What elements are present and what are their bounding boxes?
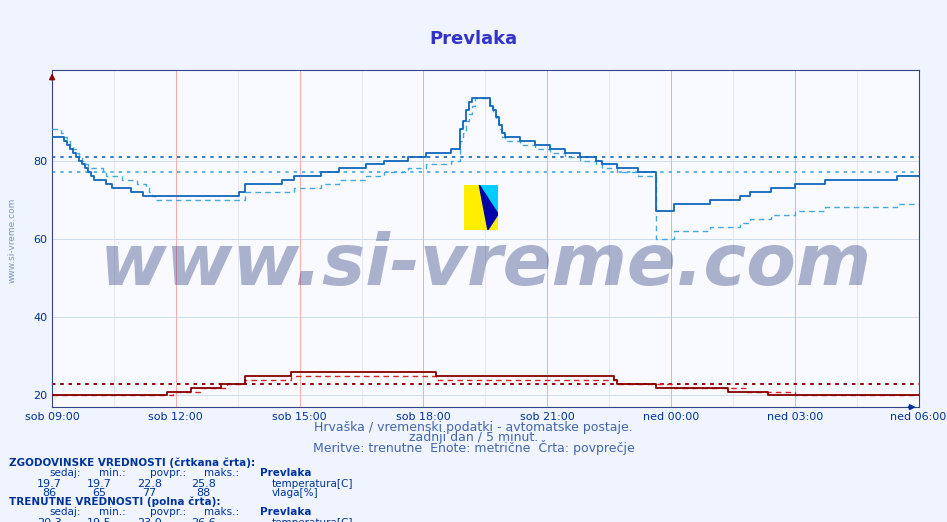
Text: www.si-vreme.com: www.si-vreme.com xyxy=(99,231,871,300)
Text: 65: 65 xyxy=(93,488,106,498)
Text: povpr.:: povpr.: xyxy=(150,507,186,517)
Text: Prevlaka: Prevlaka xyxy=(260,507,312,517)
Text: min.:: min.: xyxy=(99,507,126,517)
Text: sedaj:: sedaj: xyxy=(49,468,80,478)
Text: vlaga[%]: vlaga[%] xyxy=(272,488,318,498)
Text: povpr.:: povpr.: xyxy=(150,468,186,478)
Text: 20.3: 20.3 xyxy=(37,518,62,522)
Text: temperatura[C]: temperatura[C] xyxy=(272,479,353,489)
Text: 25.8: 25.8 xyxy=(191,479,216,489)
Text: ZGODOVINSKE VREDNOSTI (črtkana črta):: ZGODOVINSKE VREDNOSTI (črtkana črta): xyxy=(9,457,256,468)
Text: min.:: min.: xyxy=(99,468,126,478)
Text: 23.0: 23.0 xyxy=(137,518,162,522)
Polygon shape xyxy=(479,185,498,214)
Text: 88: 88 xyxy=(196,488,211,498)
Text: Meritve: trenutne  Enote: metrične  Črta: povprečje: Meritve: trenutne Enote: metrične Črta: … xyxy=(313,440,634,455)
Text: sedaj:: sedaj: xyxy=(49,507,80,517)
Text: 22.8: 22.8 xyxy=(137,479,162,489)
Text: 19.7: 19.7 xyxy=(37,479,62,489)
Text: 26.6: 26.6 xyxy=(191,518,216,522)
Text: temperatura[C]: temperatura[C] xyxy=(272,518,353,522)
Text: maks.:: maks.: xyxy=(204,468,239,478)
Text: 86: 86 xyxy=(43,488,56,498)
Text: Prevlaka: Prevlaka xyxy=(429,30,518,48)
Text: 19.7: 19.7 xyxy=(87,479,112,489)
Text: 77: 77 xyxy=(142,488,157,498)
Text: zadnji dan / 5 minut.: zadnji dan / 5 minut. xyxy=(409,431,538,444)
Text: Prevlaka: Prevlaka xyxy=(260,468,312,478)
Text: 19.5: 19.5 xyxy=(87,518,112,522)
Text: maks.:: maks.: xyxy=(204,507,239,517)
Polygon shape xyxy=(479,185,498,230)
Text: TRENUTNE VREDNOSTI (polna črta):: TRENUTNE VREDNOSTI (polna črta): xyxy=(9,497,221,507)
Text: www.si-vreme.com: www.si-vreme.com xyxy=(8,197,17,283)
Text: Hrvaška / vremenski podatki - avtomatske postaje.: Hrvaška / vremenski podatki - avtomatske… xyxy=(314,421,633,434)
